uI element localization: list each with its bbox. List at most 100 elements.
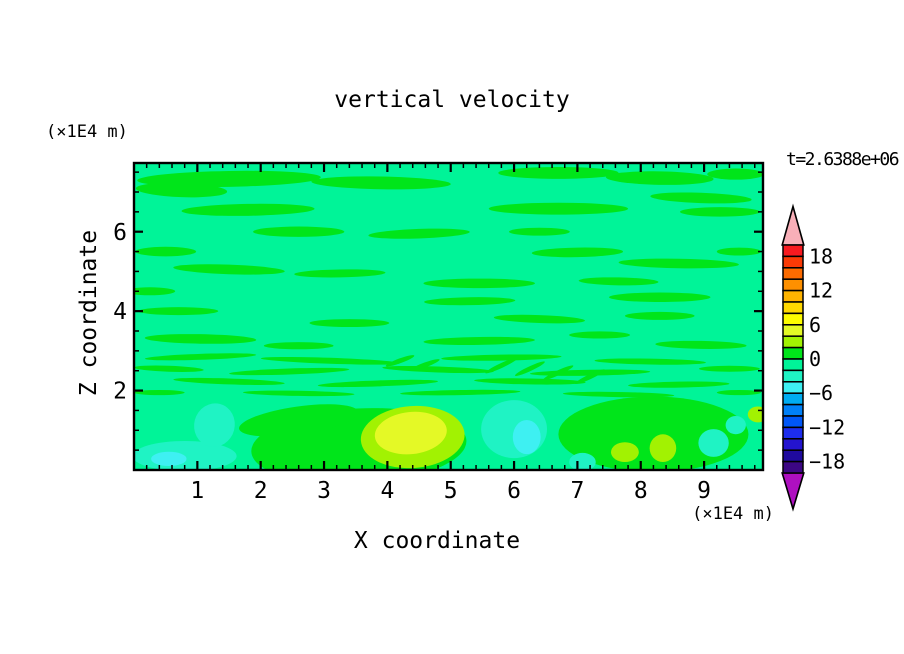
contour-shape <box>134 287 176 296</box>
contour-shape <box>229 367 350 376</box>
x-tick-label: 7 <box>570 478 584 504</box>
colorbar-band <box>782 426 804 440</box>
contour-shape <box>698 429 729 457</box>
contour-shape <box>151 451 187 467</box>
x-tick-label: 4 <box>380 478 394 504</box>
contour-shape <box>253 226 345 237</box>
contour-shape <box>411 359 440 371</box>
y-tick-label: 4 <box>113 299 127 325</box>
contour-shape <box>531 247 624 258</box>
y-axis-units-label: (×1E4 m) <box>46 122 128 142</box>
y-tick-label: 2 <box>113 379 127 405</box>
contour-shape <box>144 334 257 344</box>
colorbar: 18 12 6 0 −6 −12 −18 <box>781 203 845 512</box>
contour-shape <box>569 452 596 470</box>
contour-shape <box>558 396 749 470</box>
contour-shape <box>423 278 535 289</box>
contour-shape <box>242 390 355 397</box>
contour-shape <box>707 168 763 180</box>
contour-shape <box>474 378 586 385</box>
colorbar-label: 12 <box>809 279 833 303</box>
colorbar-band <box>782 312 804 326</box>
contour-shape <box>173 264 285 275</box>
contour-shape <box>716 247 762 256</box>
contour-shape <box>424 297 516 306</box>
contour-shape <box>135 182 228 198</box>
contour-shape <box>144 353 257 361</box>
colorbar-label: 18 <box>809 244 833 268</box>
contour-field <box>134 163 763 470</box>
contour-shape <box>725 415 746 435</box>
x-tick-label: 1 <box>190 478 204 504</box>
contour-shape <box>747 406 763 423</box>
contour-shape <box>294 269 386 278</box>
contour-shape <box>488 202 629 215</box>
colorbar-band <box>782 449 804 463</box>
colorbar-label: −18 <box>809 450 845 474</box>
contour-shape <box>441 354 562 361</box>
colorbar-band <box>782 255 804 269</box>
contour-shape <box>134 389 185 396</box>
x-tick-label: 9 <box>697 478 711 504</box>
contour-shape <box>655 340 747 349</box>
contour-shape <box>382 365 494 374</box>
chart-title: vertical velocity <box>334 87 569 113</box>
colorbar-band <box>782 460 804 474</box>
contour-shape <box>134 365 204 372</box>
contour-shape <box>609 292 711 303</box>
contour-shape <box>543 365 574 380</box>
contour-shape <box>650 192 752 204</box>
x-axis-units-label: (×1E4 m) <box>692 504 774 524</box>
contour-shape <box>374 411 447 455</box>
colorbar-band <box>782 438 804 451</box>
contour-shape <box>181 203 315 216</box>
contour-shape <box>716 389 762 396</box>
colorbar-band <box>782 324 804 337</box>
colorbar-label: 6 <box>809 313 821 337</box>
colorbar-band <box>782 403 804 417</box>
colorbar-over-arrow <box>781 203 805 246</box>
colorbar-band <box>782 381 804 394</box>
colorbar-band <box>782 358 804 372</box>
colorbar-under-arrow <box>781 472 805 512</box>
contour-shape <box>699 365 760 372</box>
contour-shape <box>628 381 730 388</box>
colorbar-band <box>782 392 804 406</box>
x-tick-label: 2 <box>254 478 268 504</box>
contour-shape <box>263 342 334 350</box>
contour-shape <box>423 336 535 346</box>
contour-shape <box>239 404 359 437</box>
colorbar-band <box>782 369 804 383</box>
contour-shape <box>400 389 521 396</box>
contour-shape <box>485 357 518 374</box>
plot-frame <box>132 161 765 472</box>
contour-shape <box>649 434 677 463</box>
contour-shape <box>578 277 659 286</box>
contour-shape <box>594 358 706 365</box>
colorbar-band <box>782 335 804 349</box>
contour-shape <box>135 246 197 257</box>
colorbar-band <box>782 267 804 280</box>
contour-shape <box>173 377 285 385</box>
contour-shape <box>508 227 570 236</box>
contour-shape <box>514 361 545 377</box>
contour-shape <box>512 419 541 455</box>
contour-shape <box>368 228 470 239</box>
contour-shape <box>493 314 585 324</box>
colorbar-band <box>782 289 804 303</box>
contour-shape <box>618 258 739 269</box>
contour-shape <box>194 403 235 447</box>
colorbar-band <box>782 415 804 429</box>
contour-shape <box>569 331 630 339</box>
colorbar-label: −12 <box>809 415 845 439</box>
contour-shape <box>624 311 695 320</box>
axis-tick-labels: 1 2 3 4 5 6 7 8 9 2 4 6 <box>113 220 711 504</box>
timestamp-label: t=2.6388e+06 <box>786 149 899 170</box>
contour-shape <box>562 391 675 398</box>
colorbar-band <box>782 278 804 292</box>
x-axis-title: X coordinate <box>354 528 520 554</box>
colorbar-label: 0 <box>809 347 821 371</box>
contour-shape <box>605 171 714 185</box>
colorbar-label: −6 <box>809 381 833 405</box>
